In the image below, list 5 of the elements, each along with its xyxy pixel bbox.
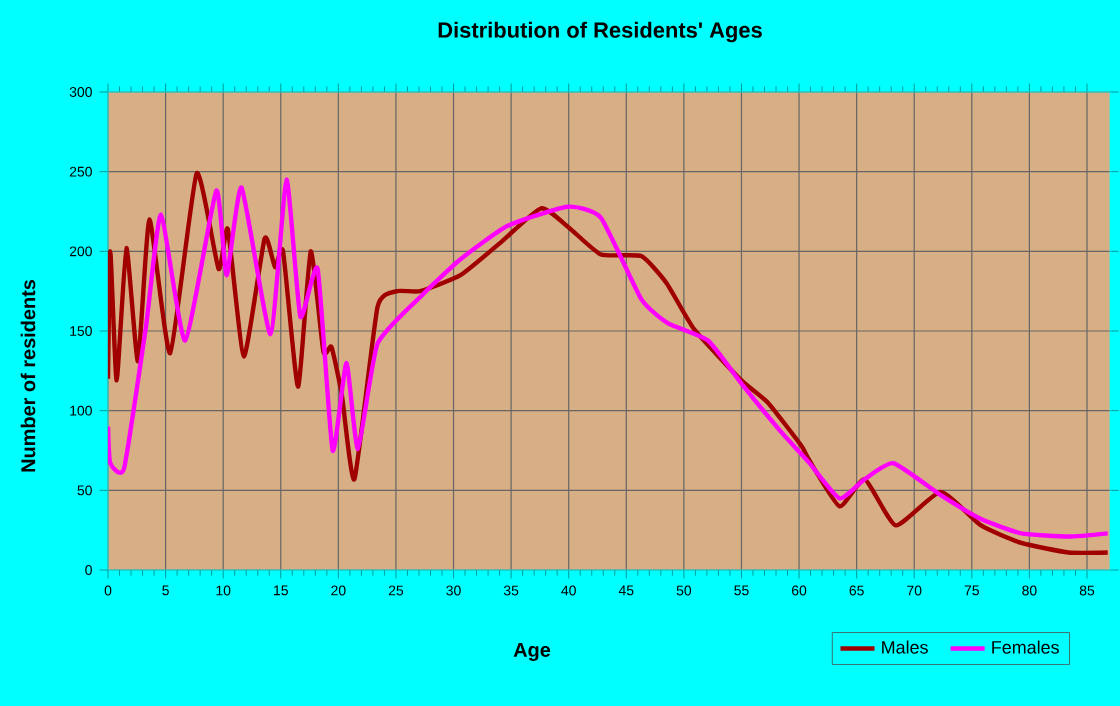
x-axis-title: Age <box>513 643 551 661</box>
chart-title: Distribution of Residents' Ages <box>438 21 762 43</box>
legend-label: Females <box>992 640 1059 654</box>
y-axis-title: Number of residents <box>20 279 36 472</box>
legend-label: Males <box>882 640 928 654</box>
